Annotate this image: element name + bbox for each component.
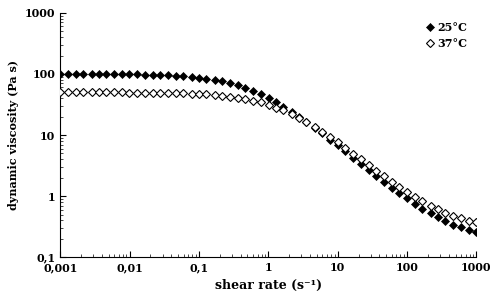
37°C — [212, 93, 218, 97]
37°C — [103, 91, 109, 94]
Y-axis label: dynamic viscosity (Pa s): dynamic viscosity (Pa s) — [8, 60, 20, 210]
25°C — [103, 72, 109, 76]
37°C — [466, 219, 472, 222]
25°C — [158, 73, 164, 77]
25°C — [134, 73, 140, 76]
37°C — [58, 91, 64, 94]
Legend: 25°C, 37°C: 25°C, 37°C — [424, 18, 471, 52]
37°C — [428, 204, 434, 208]
25°C — [474, 230, 480, 234]
25°C — [466, 228, 472, 232]
25°C — [212, 78, 218, 82]
Line: 37°C: 37°C — [57, 89, 480, 225]
Line: 25°C: 25°C — [57, 71, 480, 235]
37°C — [474, 220, 480, 224]
37°C — [158, 91, 164, 94]
37°C — [134, 91, 140, 94]
25°C — [58, 72, 64, 76]
X-axis label: shear rate (s⁻¹): shear rate (s⁻¹) — [215, 279, 322, 292]
25°C — [428, 212, 434, 215]
